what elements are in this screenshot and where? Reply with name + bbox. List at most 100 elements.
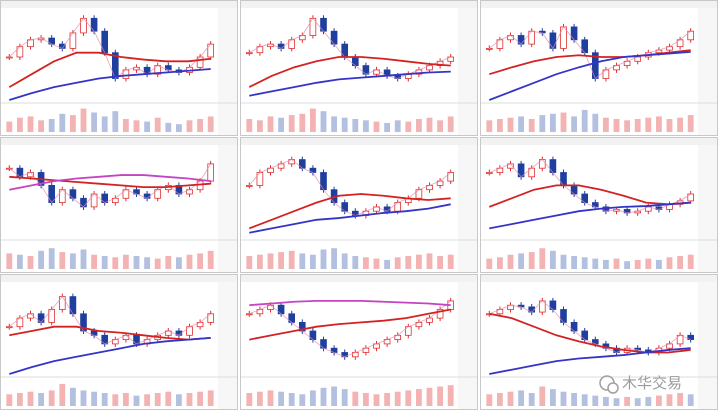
volume-bar <box>320 111 327 132</box>
moving-average <box>8 51 211 88</box>
volume-bar <box>299 113 306 132</box>
volume-bar <box>592 258 599 269</box>
panel-frame <box>240 137 478 273</box>
moving-average <box>9 325 211 341</box>
volume-bar <box>331 116 338 132</box>
volume-bar <box>299 253 306 269</box>
volume-bar <box>528 252 535 269</box>
volume-bar <box>437 256 444 269</box>
volume-bar <box>186 393 193 406</box>
volume-bar <box>207 116 214 132</box>
volume-bar <box>246 119 253 132</box>
volume-bar <box>341 117 348 132</box>
candle-body <box>245 52 253 55</box>
volume-bar <box>549 389 556 406</box>
volume-bar <box>48 248 55 269</box>
volume-bar <box>207 250 214 269</box>
volume-bar <box>38 250 45 269</box>
volume-bar <box>186 120 193 132</box>
volume-bar <box>362 120 369 132</box>
volume-bar <box>507 391 514 406</box>
right-axis <box>218 282 237 409</box>
candle-body <box>245 184 253 187</box>
volume-bar <box>634 398 641 406</box>
volume-bar <box>59 252 66 269</box>
panel-frame <box>240 0 478 136</box>
panel-frame <box>480 0 718 136</box>
volume-bar <box>384 122 391 132</box>
volume-bar <box>175 124 182 132</box>
candle-body <box>485 48 493 50</box>
volume-bar <box>69 387 76 406</box>
volume-bar <box>394 257 401 269</box>
volume-bar <box>122 393 129 406</box>
volume-bar <box>288 115 295 132</box>
header-bar <box>481 138 717 145</box>
volume-bar <box>331 386 338 406</box>
header-bar <box>241 1 477 8</box>
volume-bar <box>154 393 161 406</box>
volume-bar <box>447 385 454 406</box>
volume-bar <box>415 119 422 132</box>
moving-average <box>248 56 451 88</box>
volume-bar <box>602 396 609 406</box>
volume-bar <box>486 120 493 132</box>
short-ma <box>9 163 212 208</box>
volume-bar <box>246 256 253 269</box>
volume-bar <box>186 254 193 269</box>
volume-bar <box>624 120 631 132</box>
short-ma <box>248 159 451 216</box>
watermark: 木华交易 <box>622 374 682 392</box>
volume-bar <box>48 390 55 406</box>
volume-bar <box>278 252 285 269</box>
header-bar <box>1 1 237 8</box>
volume-bar <box>27 391 34 406</box>
volume-bar <box>165 256 172 269</box>
volume-bar <box>69 115 76 132</box>
panel <box>240 0 478 136</box>
right-axis <box>698 8 717 135</box>
volume-bar <box>571 393 578 406</box>
volume-bar <box>687 254 694 269</box>
candle-body <box>560 26 567 49</box>
panel <box>240 137 478 273</box>
volume-bar <box>624 396 631 406</box>
short-ma <box>9 295 211 345</box>
volume-bar <box>309 254 316 269</box>
volume-bar <box>518 116 525 132</box>
candle-body <box>5 326 13 329</box>
volume-bar <box>197 253 204 269</box>
panel <box>480 274 718 410</box>
volume-bar <box>133 256 140 269</box>
volume-bar <box>384 393 391 406</box>
moving-average <box>9 174 211 191</box>
panel <box>480 0 718 136</box>
volume-bar <box>175 394 182 406</box>
panel-frame <box>480 274 718 410</box>
volume-bar <box>16 117 23 132</box>
volume-bar <box>560 254 567 269</box>
volume-bar <box>112 394 119 406</box>
header-bar <box>481 1 717 8</box>
volume-bar <box>165 391 172 406</box>
moving-average <box>249 299 451 307</box>
moving-average <box>248 193 451 230</box>
volume-bar <box>405 256 412 269</box>
volume-bar <box>288 250 295 269</box>
volume-bar <box>666 257 673 269</box>
volume-bar <box>80 390 87 406</box>
short-ma <box>489 159 691 214</box>
volume-bar <box>539 115 546 132</box>
volume-bar <box>69 253 76 269</box>
volume-bar <box>405 121 412 132</box>
volume-bar <box>528 119 535 132</box>
header-bar <box>1 138 237 145</box>
volume-bar <box>6 121 13 132</box>
volume-bar <box>59 383 66 406</box>
moving-average <box>489 201 691 230</box>
volume-bar <box>560 391 567 406</box>
volume-bar <box>16 254 23 269</box>
volume-bar <box>677 117 684 132</box>
volume-bar <box>91 254 98 269</box>
